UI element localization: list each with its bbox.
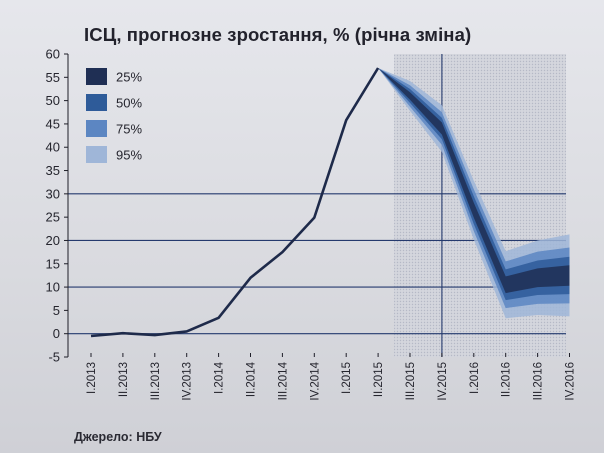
y-tick-label: 35 [46,163,60,178]
y-tick-label: 15 [46,256,60,271]
legend-swatch-50pct [86,94,107,111]
x-tick-label: II.2016 [501,362,513,397]
legend-label: 25% [116,70,142,85]
series-line-group [90,67,380,338]
x-tick-label: I.2014 [214,361,226,394]
legend-label: 95% [116,148,142,163]
x-tick-label: I.2013 [86,362,98,394]
y-tick-label: 40 [46,140,60,155]
chart-title: ІСЦ, прогнозне зростання, % (річна зміна… [84,24,472,45]
x-tick-label: III.2016 [533,362,545,400]
y-tick-label: 5 [53,303,60,318]
legend-swatch-25pct [86,68,107,85]
legend: 25% 50% 75% 95% [86,68,142,163]
x-tick-label: III.2013 [150,362,162,400]
y-tick-label: 20 [46,233,60,248]
source-note: Джерело: НБУ [74,430,162,444]
y-tick-label: 25 [46,210,60,225]
series-line-historical [90,67,380,338]
axes: -5 0 5 10 15 20 25 30 35 40 45 50 55 60 I.2013 II.2013 I… [46,47,577,401]
legend-swatch-75pct [86,120,107,137]
x-tick-label: II.2015 [373,362,385,397]
y-tick-label: 30 [46,186,60,201]
fan-band-25pct [378,68,570,294]
fan-chart [378,68,570,319]
legend-label: 50% [116,96,142,111]
legend-label: 75% [116,122,142,137]
x-tick-label: IV.2014 [309,361,321,400]
x-tick-label: III.2015 [405,362,417,400]
y-tick-label: 0 [53,326,60,341]
y-tick-label: -5 [48,350,60,365]
y-tick-label: 60 [46,47,60,62]
y-tick-label: 10 [46,280,60,295]
x-tick-label: I.2015 [341,362,353,394]
x-tick-label: IV.2015 [437,362,449,401]
x-tick-label: IV.2013 [182,362,194,401]
legend-swatch-95pct [86,146,107,163]
y-tick-label: 55 [46,70,60,85]
x-tick-label: II.2014 [246,361,258,397]
y-tick-label: 45 [46,116,60,131]
y-tick-label: 50 [46,93,60,108]
x-tick-label: III.2014 [277,361,289,400]
x-tick-label: IV.2016 [565,362,577,401]
x-tick-label: I.2016 [469,362,481,394]
x-tick-label: II.2013 [118,362,130,397]
